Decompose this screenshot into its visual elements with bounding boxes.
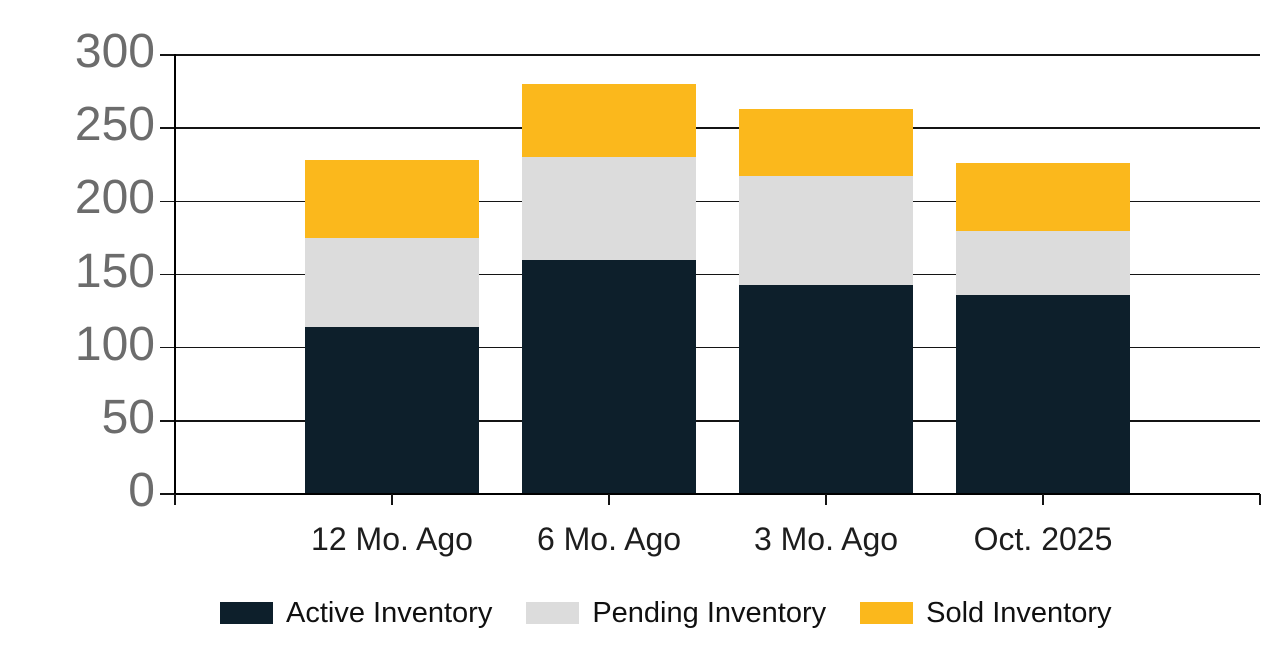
bar-segment-3-mo-ago-pending-inventory[interactable]	[739, 176, 913, 285]
y-axis-tick-200	[160, 200, 175, 203]
x-axis-tick	[1042, 494, 1044, 505]
bar-segment-12-mo-ago-sold-inventory[interactable]	[305, 160, 479, 238]
legend-item-active-inventory[interactable]: Active Inventory	[220, 598, 492, 628]
bar-segment-oct-2025-pending-inventory[interactable]	[956, 230, 1130, 295]
y-axis-tick-300	[160, 54, 175, 56]
legend-item-sold-inventory[interactable]: Sold Inventory	[860, 597, 1112, 629]
legend-swatch-pending-inventory	[526, 602, 580, 624]
y-axis-tick-label: 250	[74, 98, 155, 152]
bar-segment-oct-2025-sold-inventory[interactable]	[956, 163, 1130, 231]
gridline-50	[175, 420, 1260, 422]
y-axis-tick-150	[160, 273, 175, 276]
gridline-150	[175, 273, 1260, 276]
y-axis-tick-50	[160, 420, 175, 422]
bar-segment-oct-2025-active-inventory[interactable]	[956, 294, 1130, 494]
legend-swatch-active-inventory	[220, 602, 273, 624]
bar-segment-6-mo-ago-active-inventory[interactable]	[522, 259, 696, 494]
bar-segment-12-mo-ago-pending-inventory[interactable]	[305, 237, 479, 328]
y-axis-tick-label: 300	[74, 25, 155, 78]
bar-segment-12-mo-ago-active-inventory[interactable]	[305, 327, 479, 494]
y-axis-tick-100	[160, 346, 175, 349]
legend-label: Sold Inventory	[926, 597, 1112, 629]
legend-item-pending-inventory[interactable]: Pending Inventory	[526, 598, 826, 628]
x-axis-label-6-mo-ago: 6 Mo. Ago	[536, 521, 682, 557]
x-axis-label-oct-2025: Oct. 2025	[973, 521, 1113, 557]
y-axis-line	[174, 54, 176, 495]
y-axis-tick-label: 200	[74, 171, 155, 225]
gridline-200	[175, 200, 1260, 203]
bar-segment-6-mo-ago-sold-inventory[interactable]	[522, 84, 696, 158]
bar-group-oct-2025	[956, 55, 1130, 494]
x-axis-tick	[174, 494, 176, 505]
legend-label: Pending Inventory	[592, 597, 827, 629]
x-axis-tick	[1259, 494, 1261, 505]
x-axis-tick	[825, 494, 827, 505]
legend-label: Active Inventory	[286, 597, 493, 629]
x-axis-line	[175, 493, 1260, 495]
gridline-300	[175, 54, 1260, 56]
bar-group-6-mo-ago	[522, 55, 696, 494]
y-axis-tick-label: 50	[101, 390, 155, 444]
x-axis-label-12-mo-ago: 12 Mo. Ago	[311, 521, 473, 557]
y-axis-tick-label: 150	[74, 244, 155, 298]
bar-segment-3-mo-ago-active-inventory[interactable]	[739, 284, 913, 494]
gridline-250	[175, 127, 1260, 129]
y-axis-tick-label: 0	[128, 464, 155, 517]
x-axis-tick	[391, 494, 393, 505]
x-axis-tick	[608, 494, 610, 505]
y-axis-tick-250	[160, 127, 175, 129]
x-axis-label-3-mo-ago: 3 Mo. Ago	[753, 521, 899, 557]
bar-group-3-mo-ago	[739, 55, 913, 494]
bar-segment-3-mo-ago-sold-inventory[interactable]	[739, 109, 913, 177]
bar-group-12-mo-ago	[305, 55, 479, 494]
bar-segment-6-mo-ago-pending-inventory[interactable]	[522, 157, 696, 260]
y-axis-tick-label: 100	[74, 317, 155, 371]
gridline-100	[175, 346, 1260, 349]
y-axis-tick-0	[160, 493, 175, 495]
chart-legend: Active Inventory Pending Inventory Sold In…	[220, 598, 1112, 628]
legend-swatch-sold-inventory	[860, 602, 914, 624]
